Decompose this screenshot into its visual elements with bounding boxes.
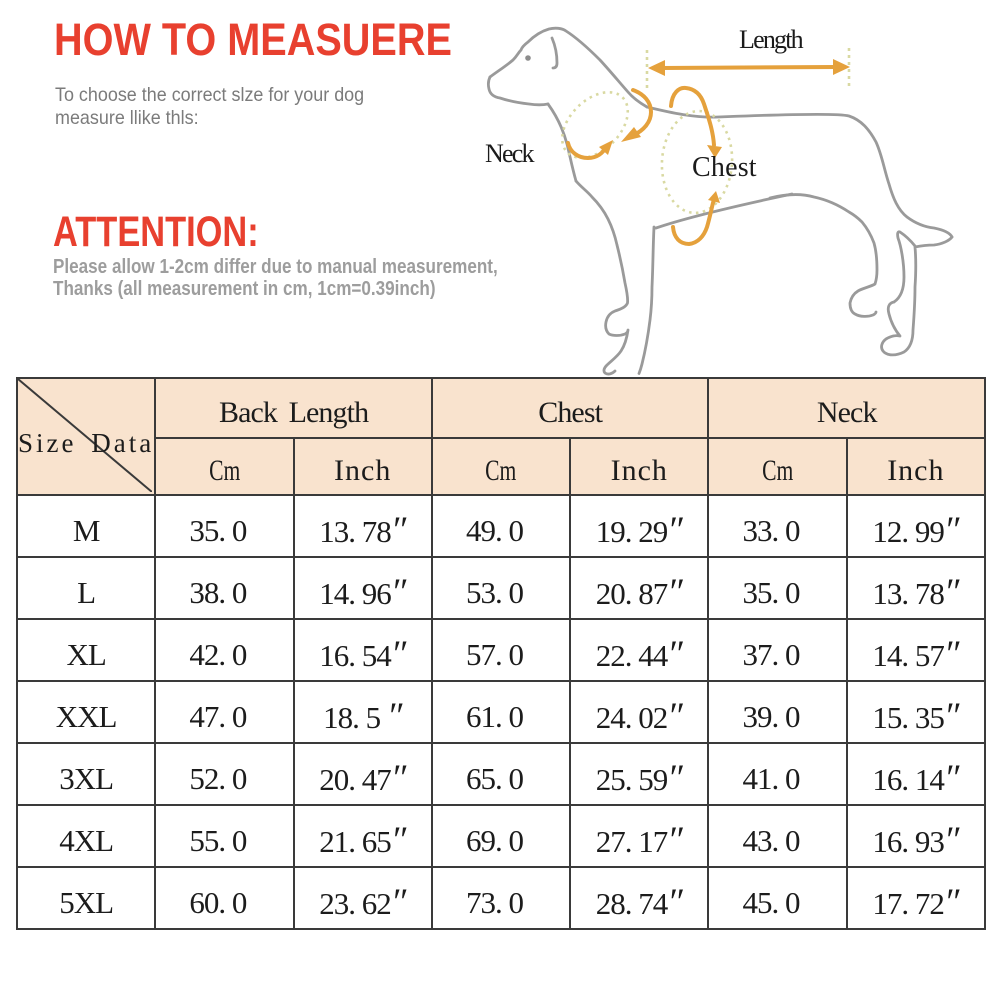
svg-text:Length: Length xyxy=(739,25,804,54)
svg-text:Chest: Chest xyxy=(692,152,757,183)
svg-text:Neck: Neck xyxy=(485,139,534,168)
